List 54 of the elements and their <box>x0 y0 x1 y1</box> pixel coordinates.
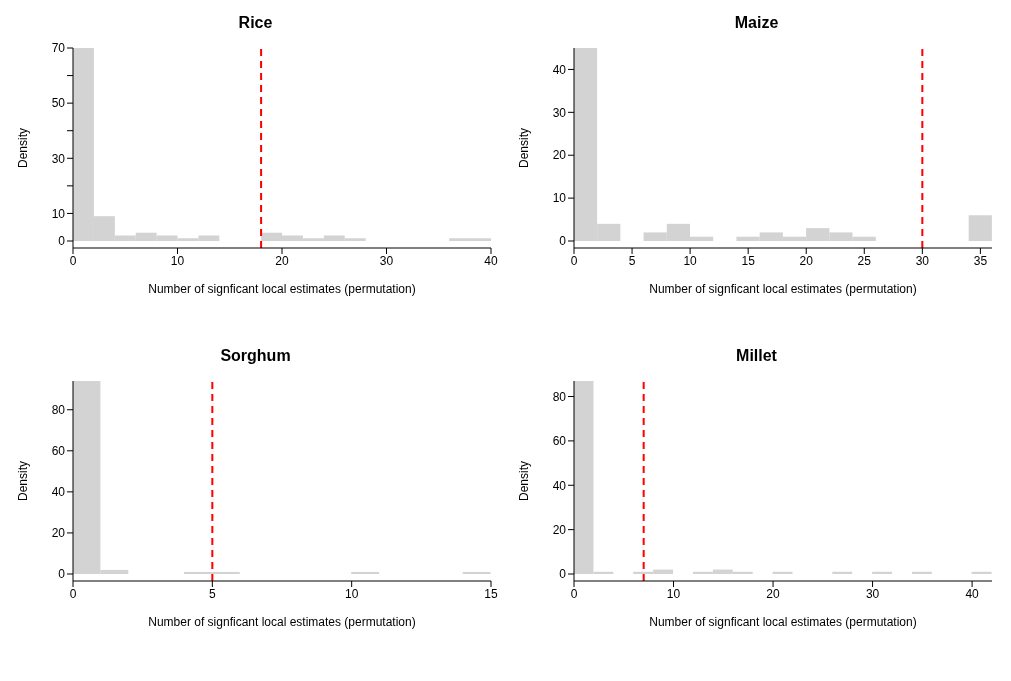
x-axis-title: Number of signficant local estimates (permutation) <box>649 282 917 296</box>
x-axis-title: Number of signficant local estimates (permutation) <box>148 282 416 296</box>
y-tick-label: 30 <box>552 105 567 120</box>
y-tick-label: 0 <box>58 234 66 249</box>
x-axis-title: Number of signficant local estimates (permutation) <box>148 615 416 629</box>
x-tick-label: 30 <box>865 586 880 601</box>
y-tick-label: 20 <box>552 148 567 163</box>
x-tick-label: 0 <box>69 586 77 601</box>
y-axis-title: Density <box>517 460 532 502</box>
x-tick-label: 20 <box>275 253 289 268</box>
y-tick-label: 60 <box>552 434 567 449</box>
y-axis-title: Density <box>16 127 31 169</box>
y-tick-label: 10 <box>51 206 66 221</box>
x-tick-label: 40 <box>484 253 498 268</box>
x-tick-label: 25 <box>857 253 872 268</box>
y-tick-label: 30 <box>51 151 66 166</box>
x-tick-label: 10 <box>683 253 698 268</box>
y-axis-title: Density <box>517 127 532 169</box>
y-tick-label: 0 <box>559 234 567 249</box>
y-tick-label: 40 <box>552 478 567 493</box>
x-tick-label: 0 <box>69 253 77 268</box>
x-tick-label: 0 <box>570 586 578 601</box>
x-tick-label: 5 <box>628 253 636 268</box>
x-tick-label: 40 <box>965 586 980 601</box>
y-axis-title: Density <box>16 460 31 502</box>
x-tick-label: 15 <box>484 586 498 601</box>
y-tick-label: 20 <box>51 526 66 541</box>
y-tick-label: 0 <box>58 567 66 582</box>
y-tick-label: 80 <box>51 403 66 417</box>
x-tick-label: 10 <box>170 253 185 268</box>
chart-title: Rice <box>237 13 274 33</box>
y-tick-label: 10 <box>552 191 567 206</box>
x-tick-label: 5 <box>208 586 216 601</box>
y-tick-label: 80 <box>552 389 567 404</box>
x-tick-label: 10 <box>344 586 359 601</box>
x-tick-label: 10 <box>666 586 681 601</box>
x-tick-label: 20 <box>766 586 781 601</box>
y-tick-label: 50 <box>51 96 66 111</box>
x-tick-label: 30 <box>379 253 394 268</box>
x-tick-label: 20 <box>799 253 814 268</box>
chart-title: Millet <box>735 346 778 366</box>
y-tick-label: 70 <box>51 41 66 56</box>
x-tick-label: 30 <box>915 253 930 268</box>
x-tick-label: 35 <box>973 253 988 268</box>
y-tick-label: 40 <box>51 485 66 500</box>
y-tick-label: 40 <box>552 62 567 77</box>
y-tick-label: 20 <box>552 522 567 537</box>
chart-title: Sorghum <box>219 346 292 366</box>
x-axis-title: Number of signficant local estimates (permutation) <box>649 615 917 629</box>
x-tick-label: 15 <box>741 253 756 268</box>
x-tick-label: 0 <box>570 253 578 268</box>
y-tick-label: 60 <box>51 444 66 459</box>
y-tick-label: 0 <box>559 567 567 582</box>
chart-title: Maize <box>733 13 780 33</box>
